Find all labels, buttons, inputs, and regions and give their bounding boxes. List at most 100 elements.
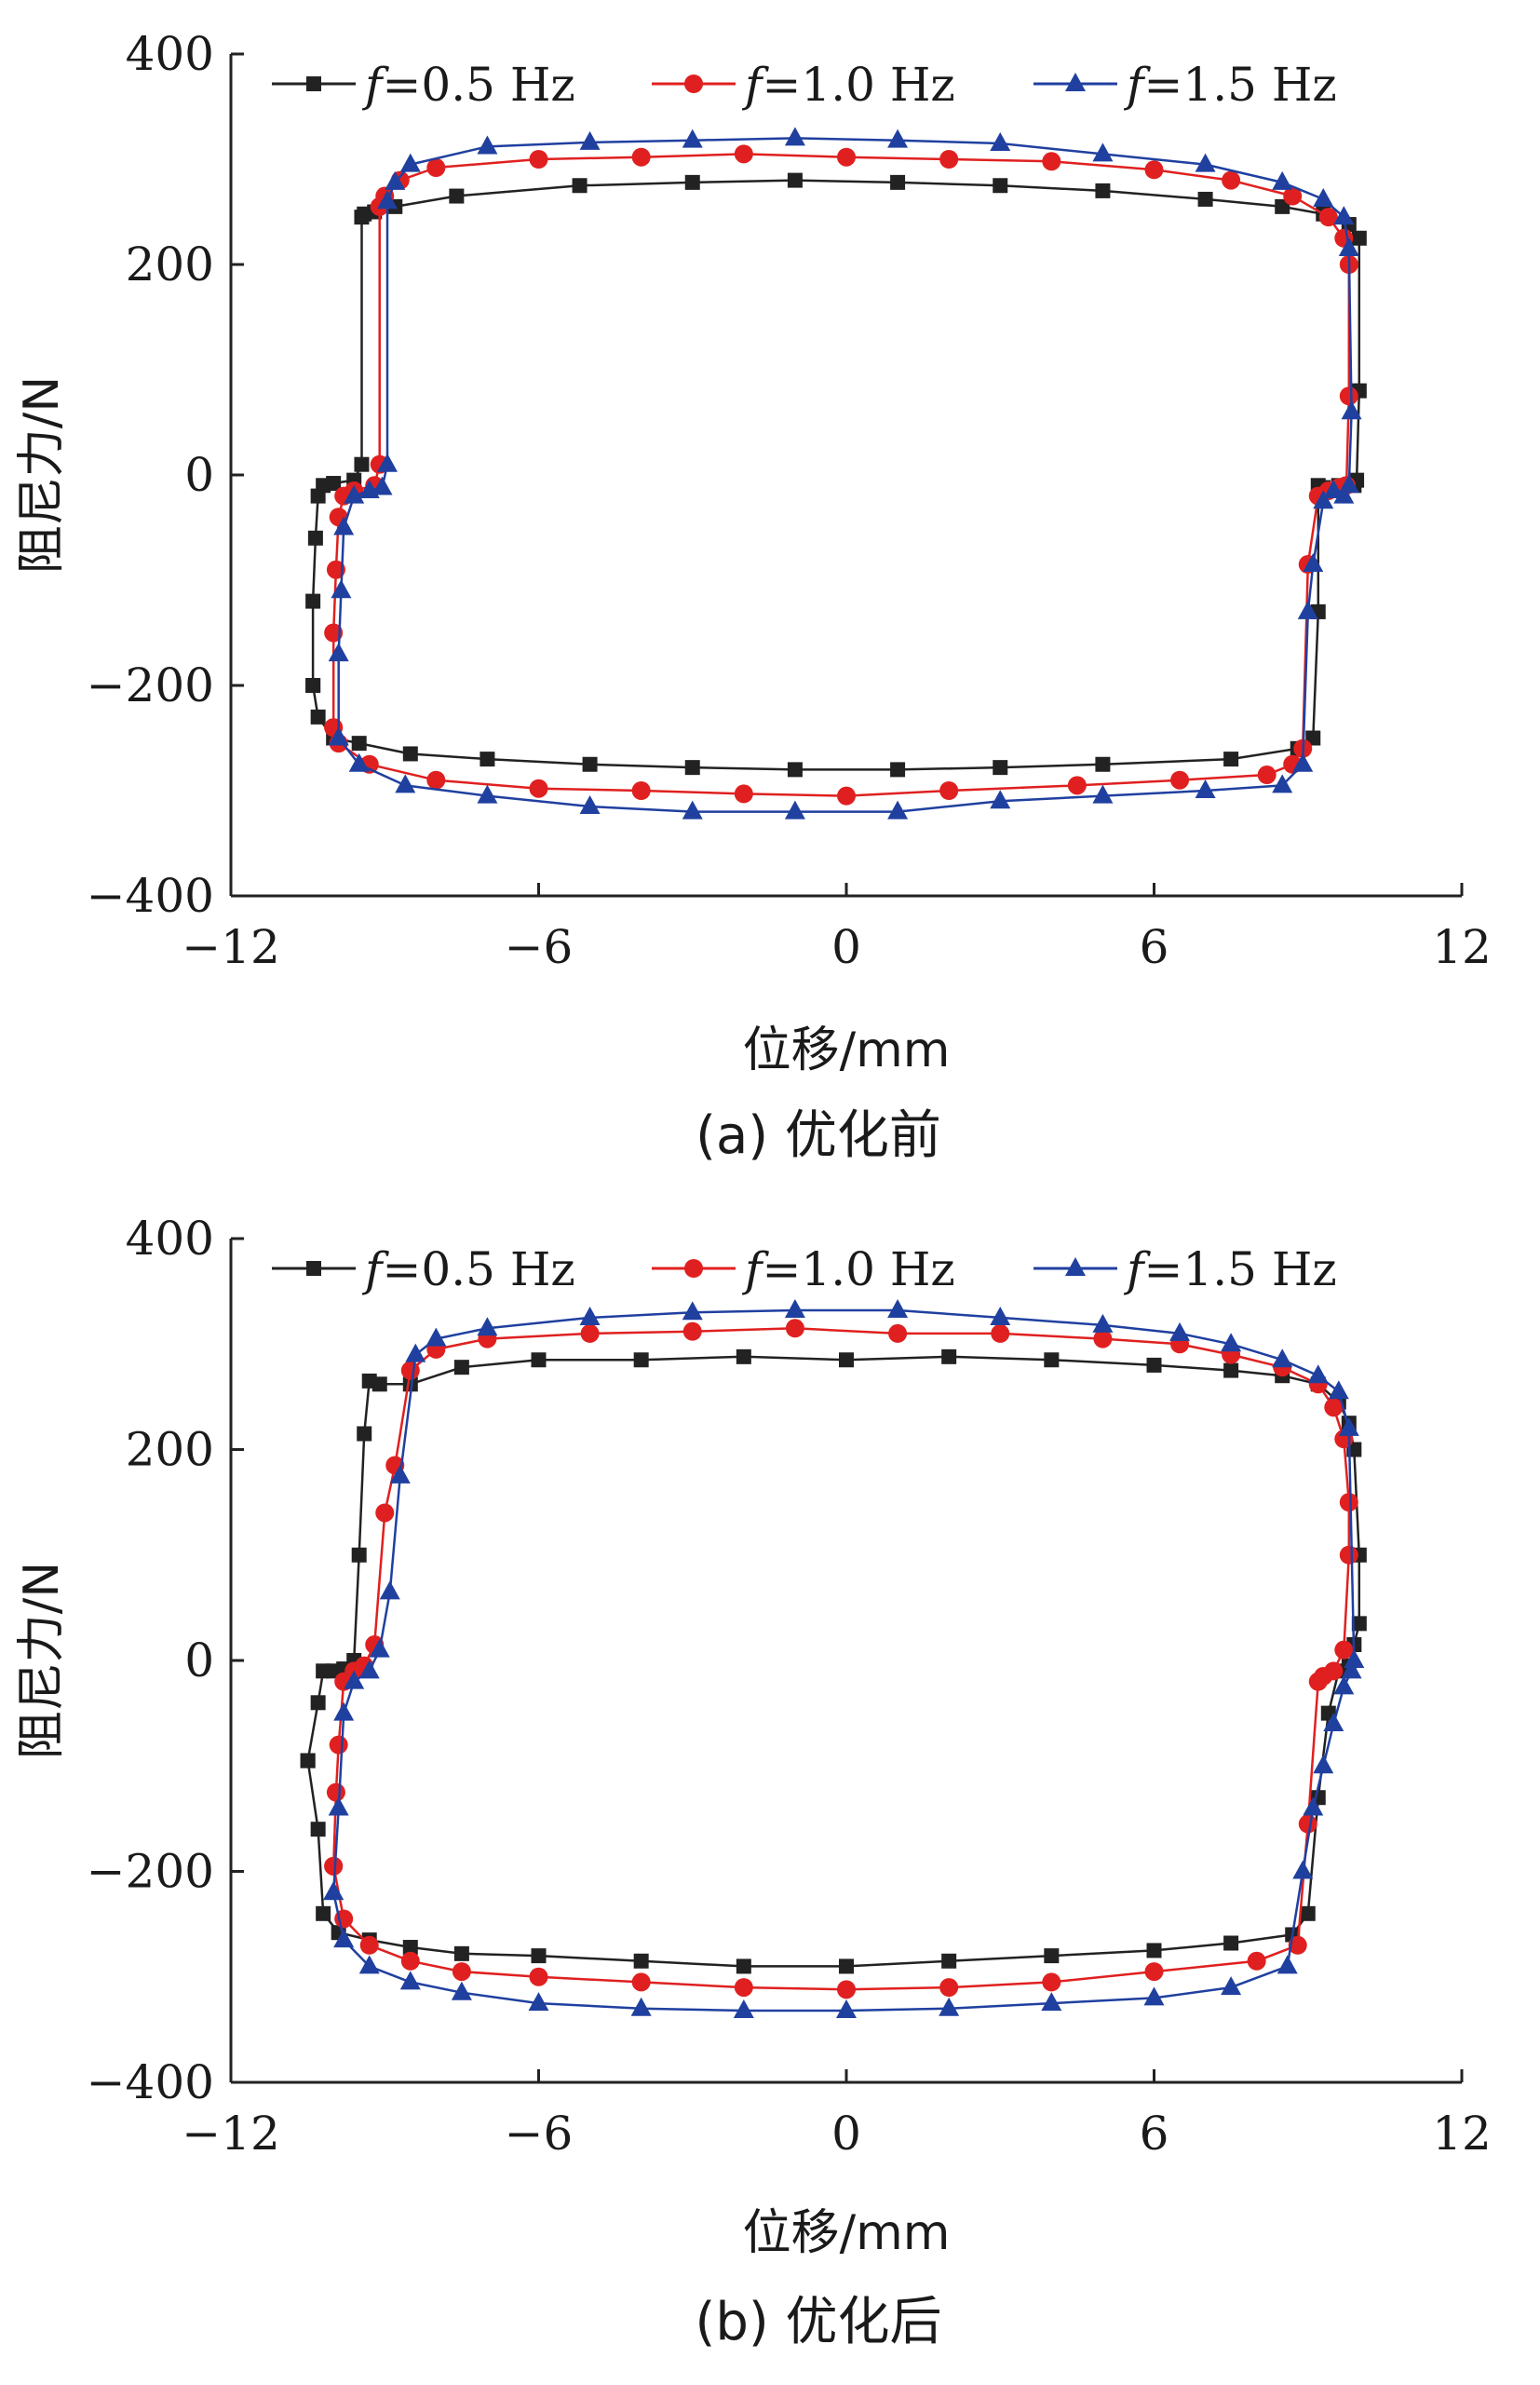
- series-line: [331, 1327, 1351, 1991]
- data-point: [371, 1376, 387, 1392]
- legend-swatch-marker: [1065, 1257, 1086, 1276]
- data-point: [358, 1660, 380, 1679]
- data-point: [572, 178, 588, 194]
- data-point: [939, 150, 959, 169]
- data-point: [426, 1327, 447, 1347]
- data-point: [399, 1971, 421, 1990]
- data-point: [784, 127, 805, 146]
- data-point: [1323, 1712, 1344, 1731]
- x-tick-label: 0: [831, 920, 861, 974]
- data-point: [1313, 490, 1334, 509]
- data-point: [631, 1972, 651, 1992]
- data-point: [837, 786, 856, 806]
- data-point: [310, 709, 326, 725]
- data-point: [787, 172, 803, 188]
- series-3: [323, 1299, 1365, 2018]
- data-point: [369, 1638, 390, 1658]
- data-point: [328, 643, 349, 662]
- data-point: [1042, 152, 1061, 171]
- series-line: [331, 1308, 1356, 2012]
- data-point: [682, 800, 703, 820]
- data-point: [1272, 774, 1293, 793]
- data-point: [400, 1951, 420, 1971]
- legend-label-value: =1.0 Hz: [763, 1242, 955, 1296]
- data-point: [991, 1323, 1010, 1343]
- data-point: [451, 1981, 472, 2000]
- data-point: [990, 790, 1011, 809]
- data-point: [582, 756, 598, 772]
- data-point: [389, 1464, 411, 1484]
- legend-swatch-marker: [306, 76, 321, 91]
- x-tick-label: −12: [182, 920, 280, 974]
- data-point: [941, 1953, 957, 1969]
- data-point: [733, 1999, 754, 2018]
- data-point: [531, 1948, 547, 1964]
- data-point: [1333, 484, 1355, 504]
- data-point: [580, 1323, 600, 1343]
- data-point: [1221, 1333, 1242, 1352]
- series-2: [324, 144, 1358, 806]
- data-point: [333, 1701, 355, 1721]
- data-point: [477, 784, 498, 804]
- data-point: [305, 593, 321, 609]
- data-point: [326, 1782, 345, 1802]
- data-point: [579, 130, 601, 150]
- series-line: [311, 179, 1361, 771]
- data-point: [887, 129, 909, 148]
- x-axis-title: 位移/mm: [743, 2205, 951, 2261]
- data-point: [888, 1323, 908, 1343]
- series-2: [324, 1319, 1358, 1999]
- data-point: [939, 781, 959, 800]
- data-point: [682, 1301, 703, 1321]
- y-tick-label: −200: [87, 658, 214, 712]
- data-point: [939, 1978, 959, 1998]
- data-point: [1042, 1972, 1061, 1992]
- data-point: [1308, 1672, 1328, 1691]
- data-point: [837, 147, 856, 167]
- data-point: [1341, 1660, 1362, 1679]
- y-axis-title: 阻尼力/N: [14, 1562, 70, 1759]
- series-1: [300, 1348, 1367, 1974]
- data-point: [402, 746, 418, 762]
- data-point: [631, 147, 651, 167]
- data-point: [528, 1992, 549, 2012]
- data-point: [684, 174, 700, 190]
- data-point: [344, 1670, 365, 1689]
- data-point: [1275, 198, 1290, 214]
- data-point: [1324, 1398, 1344, 1417]
- data-point: [1195, 779, 1216, 798]
- data-point: [333, 516, 355, 535]
- data-point: [426, 158, 446, 178]
- x-tick-label: 6: [1140, 2107, 1169, 2161]
- data-point: [787, 762, 803, 778]
- legend-label-value: =1.5 Hz: [1144, 58, 1337, 112]
- data-point: [1044, 1352, 1060, 1368]
- data-point: [310, 1695, 326, 1711]
- y-tick-label: 0: [184, 448, 214, 502]
- chart-panel-b: −400 −200 0 200 400 −12 −6 0 6 12 位移/mm 阻尼力/N (b) 优化…: [14, 1212, 1492, 2352]
- data-point: [633, 1953, 649, 1969]
- data-point: [1292, 1860, 1314, 1879]
- data-point: [734, 784, 753, 804]
- data-point: [1305, 730, 1321, 746]
- data-point: [1143, 1986, 1165, 2006]
- data-point: [784, 800, 805, 820]
- data-point: [453, 1360, 469, 1375]
- data-point: [1170, 770, 1190, 790]
- data-point: [359, 1935, 379, 1955]
- data-point: [633, 1352, 649, 1368]
- data-point: [1067, 776, 1087, 795]
- data-point: [1300, 1905, 1316, 1921]
- data-point: [1146, 1943, 1162, 1958]
- data-point: [326, 476, 342, 492]
- data-point: [1351, 230, 1367, 246]
- y-tick-label: −400: [87, 869, 214, 923]
- data-point: [1221, 1976, 1242, 1996]
- data-point: [1092, 142, 1114, 162]
- data-point: [1195, 153, 1216, 172]
- data-point: [784, 1299, 805, 1319]
- data-point: [344, 484, 365, 504]
- data-point: [453, 1945, 469, 1961]
- data-point: [531, 1352, 547, 1368]
